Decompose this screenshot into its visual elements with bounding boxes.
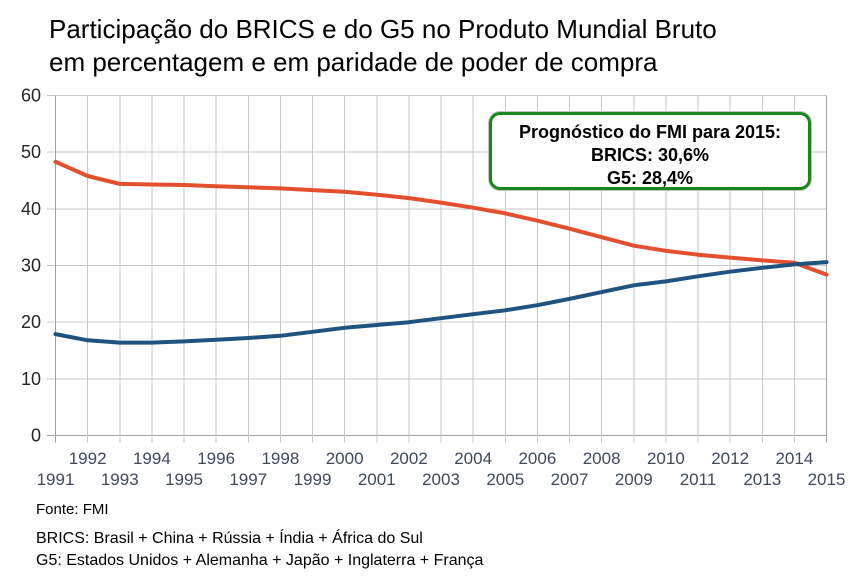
x-tick-label: 1991 xyxy=(37,470,75,489)
forecast-g5-value: G5: 28,4% xyxy=(606,168,694,188)
x-tick-label: 1993 xyxy=(101,470,139,489)
x-tick-label: 2003 xyxy=(422,470,460,489)
forecast-brics-value: BRICS: 30,6% xyxy=(590,145,710,165)
x-tick-label: 1992 xyxy=(69,449,107,468)
x-tick-label: 2011 xyxy=(680,470,717,489)
x-tick-label: 2006 xyxy=(518,449,556,468)
source-note: Fonte: FMI xyxy=(36,501,109,518)
x-tick-label: 2005 xyxy=(486,470,524,489)
x-tick-label: 1999 xyxy=(294,470,332,489)
x-tick-label: 2002 xyxy=(390,449,428,468)
y-tick-label: 20 xyxy=(21,312,41,332)
x-tick-label: 2004 xyxy=(454,449,492,468)
x-tick-label: 2010 xyxy=(647,449,685,468)
y-tick-label: 50 xyxy=(21,142,41,162)
x-tick-label: 1997 xyxy=(229,470,267,489)
y-tick-label: 60 xyxy=(21,86,41,106)
brics-definition: BRICS: Brasil + China + Rússia + Índia +… xyxy=(36,530,423,547)
gridlines xyxy=(47,95,827,443)
x-tick-label: 1996 xyxy=(197,449,235,468)
g5-line xyxy=(53,159,829,277)
x-axis-labels: 1992 1994 1996 1998 2000 2002 2004 2006 2008 2010… xyxy=(37,449,846,489)
chart-title-line2: em percentagem e em paridade de poder de… xyxy=(49,47,658,77)
x-tick-label: 2008 xyxy=(583,449,621,468)
x-tick-label: 2007 xyxy=(551,470,589,489)
brics-line xyxy=(53,260,829,345)
x-tick-label: 2014 xyxy=(775,449,813,468)
x-tick-label: 1998 xyxy=(261,449,299,468)
g5-definition: G5: Estados Unidos + Alemanha + Japão + … xyxy=(36,552,484,569)
y-tick-label: 10 xyxy=(21,369,41,389)
x-tick-label: 2012 xyxy=(711,449,749,468)
y-tick-label: 0 xyxy=(31,426,41,446)
x-tick-label: 1994 xyxy=(133,449,171,468)
y-tick-label: 40 xyxy=(21,199,41,219)
x-tick-label: 2001 xyxy=(358,470,396,489)
x-tick-label: 2015 xyxy=(808,470,846,489)
chart-title: Participação do BRICS e do G5 no Produto… xyxy=(49,13,829,79)
forecast-annotation-box: Prognóstico do FMI para 2015: BRICS: 30,… xyxy=(489,112,811,190)
x-tick-label: 2000 xyxy=(326,449,364,468)
forecast-heading: Prognóstico do FMI para 2015: xyxy=(518,122,782,142)
y-tick-label: 30 xyxy=(21,256,41,276)
x-tick-label: 2013 xyxy=(743,470,781,489)
y-axis-labels: 0 10 20 30 40 50 60 xyxy=(21,86,41,446)
x-tick-label: 2009 xyxy=(615,470,653,489)
chart-title-line1: Participação do BRICS e do G5 no Produto… xyxy=(49,14,717,44)
x-tick-label: 1995 xyxy=(165,470,203,489)
